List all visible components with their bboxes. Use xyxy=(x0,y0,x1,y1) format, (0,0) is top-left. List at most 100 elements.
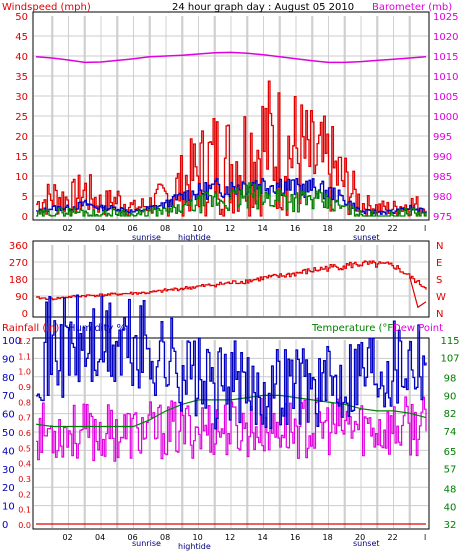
wind-tick-label: 45 xyxy=(15,32,28,43)
x-tick-label: 06 xyxy=(128,533,138,542)
rain-tick-label: 0.1 xyxy=(18,506,31,515)
humidity-tick-label: 0 xyxy=(2,520,8,531)
direction-line xyxy=(36,260,427,301)
direction-tick-label: 360 xyxy=(9,241,28,252)
temperature-tick-label: 40 xyxy=(444,502,457,513)
x-tick-label: 18 xyxy=(323,224,333,233)
x-tick-label: 08 xyxy=(160,533,170,542)
humidity-tick-label: 70 xyxy=(2,391,15,402)
compass-tick-label: E xyxy=(436,258,442,269)
barometer-tick-label: 995 xyxy=(433,132,452,143)
barometer-tick-label: 1020 xyxy=(433,32,458,43)
sunrise-label: sunrise xyxy=(132,233,161,242)
x-tick-label: 06 xyxy=(128,224,138,233)
barometer-tick-label: 985 xyxy=(433,172,452,183)
x-tick-label: 16 xyxy=(290,224,300,233)
rain-tick-label: 0.4 xyxy=(18,460,31,469)
rain-tick-label: 0.7 xyxy=(18,414,31,423)
sunset-label-bottom: sunset xyxy=(353,539,380,548)
barometer-tick-label: 1025 xyxy=(433,12,458,23)
humidity-tick-label: 20 xyxy=(2,483,15,494)
rain-tick-label: 0.9 xyxy=(18,383,31,392)
wind-tick-label: 15 xyxy=(15,152,28,163)
humidity-tick-label: 80 xyxy=(2,373,15,384)
barometer-tick-label: 1010 xyxy=(433,72,458,83)
temperature-tick-label: 48 xyxy=(444,485,457,496)
x-tick-label: 02 xyxy=(63,224,73,233)
windspeed-axis-label: Windspeed (mph) xyxy=(2,2,91,13)
humidity-tick-label: 100 xyxy=(2,336,21,347)
wind-tick-label: 25 xyxy=(15,112,28,123)
humidity-tick-label: 30 xyxy=(2,465,15,476)
x-tick-end: l xyxy=(424,224,426,233)
x-tick-label: 12 xyxy=(225,224,235,233)
barometer-tick-label: 975 xyxy=(433,212,452,223)
direction-tick-label: 0 xyxy=(22,309,28,320)
x-tick-label: 22 xyxy=(388,533,398,542)
barometer-tick-label: 1015 xyxy=(433,52,458,63)
direction-tick-label: 270 xyxy=(9,258,28,269)
x-tick-end: l xyxy=(424,533,426,542)
direction-tick-label: 90 xyxy=(15,292,28,303)
x-tick-label: 20 xyxy=(355,533,365,542)
x-tick-label: 04 xyxy=(95,224,105,233)
x-tick-label: 02 xyxy=(63,533,73,542)
wind-tick-label: 20 xyxy=(15,132,28,143)
wind-tick-label: 35 xyxy=(15,72,28,83)
temperature-tick-label: 107 xyxy=(440,354,459,365)
wind-tick-label: 30 xyxy=(15,92,28,103)
temperature-tick-label: 65 xyxy=(444,447,457,458)
rain-tick-label: 0.3 xyxy=(18,475,31,484)
temperature-tick-label: 82 xyxy=(444,409,457,420)
hightide-label-bottom: hightide xyxy=(178,542,211,551)
wind-tick-label: 0 xyxy=(22,212,28,223)
humidity-tick-label: 50 xyxy=(2,428,15,439)
x-tick-label: 20 xyxy=(355,224,365,233)
x-tick-label: 12 xyxy=(225,533,235,542)
wind-tick-label: 40 xyxy=(15,52,28,63)
x-tick-label: 18 xyxy=(323,533,333,542)
rainfall-axis-label: Rainfall (in) xyxy=(2,323,59,334)
temperature-axis-label: Temperature (°F) xyxy=(311,323,397,334)
humidity-tick-label: 90 xyxy=(2,354,15,365)
rain-tick-label: 0.0 xyxy=(18,521,31,530)
temperature-tick-label: 98 xyxy=(444,374,457,385)
graph-title: 24 hour graph day : August 05 2010 xyxy=(172,2,354,13)
hightide-label: hightide xyxy=(178,233,211,242)
rain-tick-label: 0.5 xyxy=(18,444,31,453)
x-tick-label: 14 xyxy=(258,224,268,233)
x-tick-label: 04 xyxy=(95,533,105,542)
wind-low-line xyxy=(36,182,427,217)
wind-tick-label: 50 xyxy=(15,12,28,23)
humidity-axis-label: Humidity % xyxy=(68,323,126,334)
compass-tick-label: N xyxy=(436,309,443,320)
wind-tick-label: 10 xyxy=(15,172,28,183)
temperature-tick-label: 74 xyxy=(444,427,457,438)
humidity-tick-label: 60 xyxy=(2,410,15,421)
rain-tick-label: 0.6 xyxy=(18,429,31,438)
temperature-tick-label: 90 xyxy=(444,391,457,402)
barometer-tick-label: 990 xyxy=(433,152,452,163)
sunrise-label-bottom: sunrise xyxy=(132,539,161,548)
barometer-tick-label: 980 xyxy=(433,192,452,203)
temperature-tick-label: 115 xyxy=(440,336,459,347)
humidity-line xyxy=(36,294,427,430)
barometer-tick-label: 1000 xyxy=(433,112,458,123)
compass-tick-label: N xyxy=(436,241,443,252)
barometer-axis-label: Barometer (mb) xyxy=(372,2,452,13)
temperature-tick-label: 57 xyxy=(444,465,457,476)
dewpoint-line xyxy=(36,396,427,462)
rain-tick-label: 0.8 xyxy=(18,398,31,407)
x-tick-label: 10 xyxy=(193,533,203,542)
rain-tick-label: 1.0 xyxy=(18,368,31,377)
rain-tick-label: 1.1 xyxy=(18,352,31,361)
x-tick-label: 08 xyxy=(160,224,170,233)
humidity-tick-label: 10 xyxy=(2,502,15,513)
x-tick-label: 16 xyxy=(290,533,300,542)
x-tick-label: 22 xyxy=(388,224,398,233)
barometer-tick-label: 1005 xyxy=(433,92,458,103)
barometer-line xyxy=(35,51,427,64)
humidity-tick-label: 40 xyxy=(2,446,15,457)
